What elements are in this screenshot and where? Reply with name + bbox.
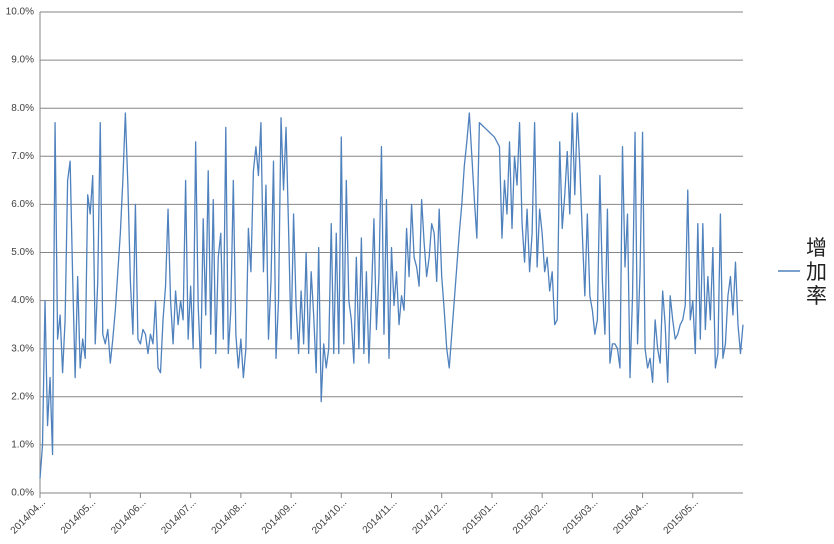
x-tick-label: 2014/07... <box>159 497 198 536</box>
x-tick-label: 2015/02... <box>511 497 550 536</box>
x-tick-label: 2014/10... <box>310 497 349 536</box>
y-tick-label: 1.0% <box>11 440 34 451</box>
x-tick-label: 2014/04... <box>9 497 48 536</box>
y-tick-label: 0.0% <box>11 488 34 499</box>
x-tick-label: 2014/09... <box>260 497 299 536</box>
x-tick-label: 2014/08... <box>210 497 249 536</box>
y-tick-label: 3.0% <box>11 343 34 354</box>
x-tick-label: 2014/06... <box>109 497 148 536</box>
y-tick-label: 9.0% <box>11 55 34 66</box>
y-tick-label: 6.0% <box>11 199 34 210</box>
x-tick-label: 2014/11... <box>361 497 400 536</box>
x-tick-label: 2014/05... <box>59 497 98 536</box>
y-tick-label: 5.0% <box>11 247 34 258</box>
x-tick-label: 2014/12... <box>410 497 449 536</box>
data-line <box>39 112 744 479</box>
y-tick-label: 7.0% <box>11 151 34 162</box>
y-tick-label: 2.0% <box>11 391 34 402</box>
x-tick-label: 2015/01... <box>461 497 500 536</box>
x-tick-label: 2015/05... <box>662 497 701 536</box>
x-tick-label: 2015/04... <box>611 497 650 536</box>
legend-label: 增加率 <box>806 236 827 308</box>
y-tick-label: 10.0% <box>6 7 34 18</box>
y-tick-label: 8.0% <box>11 103 34 114</box>
y-tick-label: 4.0% <box>11 295 34 306</box>
x-tick-label: 2015/03... <box>561 497 600 536</box>
